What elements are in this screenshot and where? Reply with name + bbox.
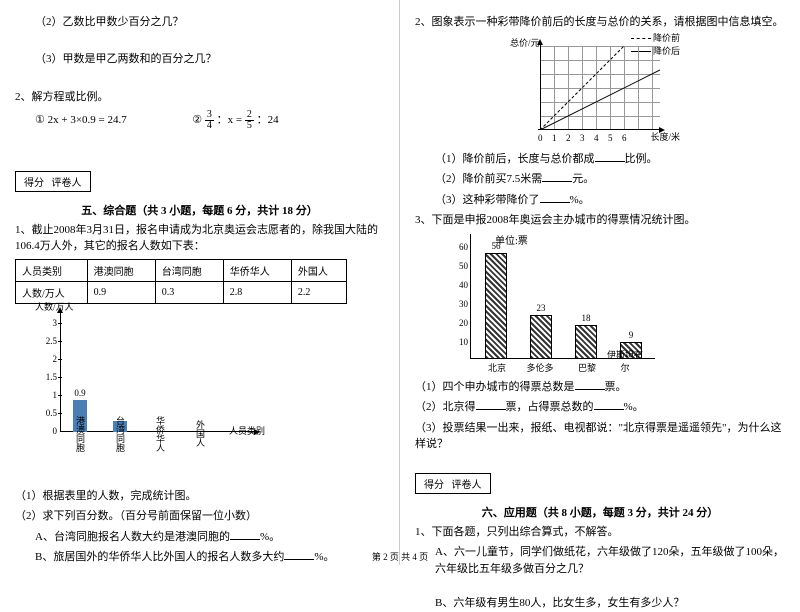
equation-1: ① 2x + 3×0.9 = 24.7 <box>35 114 127 126</box>
section-5-title: 五、综合题（共 3 小题，每题 6 分，共计 18 分） <box>15 202 384 218</box>
right-column: 2、图象表示一种彩带降价前后的长度与总价的关系，请根据图中信息填空。 降价前 降… <box>400 0 800 565</box>
equation-2-prefix: ② <box>192 114 202 126</box>
sub-question: A、台湾同胞报名人数大约是港澳同胞的%。 <box>15 529 384 546</box>
page-footer: 第 2 页 共 4 页 <box>0 550 800 563</box>
sub-question: （3）这种彩带降价了%。 <box>415 192 785 209</box>
section-5-intro: 1、截止2008年3月31日，报名申请成为北京奥运会志愿者的，除我国大陆的106… <box>15 222 384 255</box>
sub-question: （2）降价前买7.5米需元。 <box>415 171 785 188</box>
equations: ① 2x + 3×0.9 = 24.7 ② 34 ：x = 25 ：24 <box>15 110 384 131</box>
question-title: 3、下面是申报2008年奥运会主办城市的得票情况统计图。 <box>415 212 785 229</box>
section-6-title: 六、应用题（共 8 小题，每题 3 分，共计 24 分） <box>415 504 785 520</box>
question-text: （3）甲数是甲乙两数和的百分之几？ <box>15 51 384 68</box>
sub-question: （3）投票结果一出来，报纸、电视都说："北京得票是遥遥领先"，为什么这样说？ <box>415 420 785 453</box>
sub-question: （2）求下列百分数。（百分号前面保留一位小数） <box>15 508 384 525</box>
sub-question: （1）四个申办城市的得票总数是票。 <box>415 379 785 396</box>
score-box: 得分 评卷人 <box>15 171 91 192</box>
sub-question: （1）根据表里的人数，完成统计图。 <box>15 488 384 505</box>
fraction: 25 <box>245 110 254 131</box>
question-title: 2、图象表示一种彩带降价前后的长度与总价的关系，请根据图中信息填空。 <box>415 14 785 31</box>
sub-question: （1）降价前后，长度与总价都成比例。 <box>415 151 785 168</box>
score-box: 得分 评卷人 <box>415 473 491 494</box>
data-table: 人员类别港澳同胞台湾同胞华侨华人外国人 人数/万人0.90.32.82.2 <box>15 259 347 304</box>
section-6-intro: 1、下面各题，只列出综合算式，不解答。 <box>415 524 785 541</box>
chart-lines <box>540 46 660 130</box>
fraction: 34 <box>205 110 214 131</box>
bar-chart-1: 人数/万人 人员类别 0 0.5 1 1.5 2 2.5 3 0.9 港澳同胞 … <box>35 312 255 442</box>
bar-chart-2: 单位:票 60 50 40 30 20 10 56 23 18 9 北京 多伦多… <box>445 234 665 374</box>
sub-question: （2）北京得票，占得票总数的%。 <box>415 399 785 416</box>
sub-question: B、六年级有男生80人，比女生多，女生有多少人？ <box>415 595 785 612</box>
question-text: （2）乙数比甲数少百分之几？ <box>15 14 384 31</box>
left-column: （2）乙数比甲数少百分之几？ （3）甲数是甲乙两数和的百分之几？ 2、解方程或比… <box>0 0 400 565</box>
line-chart: 降价前 降价后 总价/元 0 1 2 3 4 5 6 长度/米 <box>520 36 680 146</box>
question-title: 2、解方程或比例。 <box>15 89 384 106</box>
